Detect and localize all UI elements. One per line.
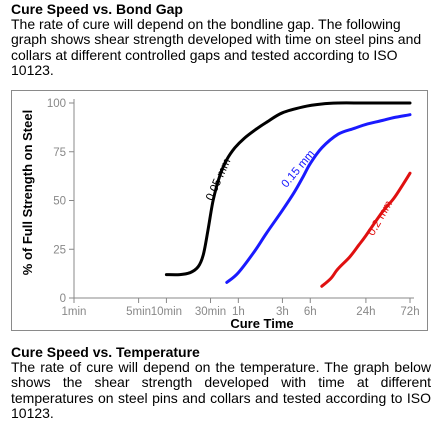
x-tick-label: 10min [151,306,182,318]
x-tick-label: 24h [356,306,375,318]
series-line [164,101,412,277]
section-body: The rate of cure will depend on the bond… [11,16,422,78]
bond-gap-section: Cure Speed vs. Bond Gap The rate of cure… [11,2,431,78]
temperature-section: Cure Speed vs. Temperature The rate of c… [11,345,431,421]
y-tick-label: 50 [53,196,66,208]
y-tick-label: 75 [53,147,66,159]
y-axis-title: % of Full Strength on Steel [20,110,35,275]
section-title: Cure Speed vs. Temperature [11,344,200,360]
y-tick-label: 100 [47,98,66,110]
x-tick-label: 5min [126,306,151,318]
series-line [320,171,412,288]
y-tick-label: 25 [53,244,66,256]
x-tick-label: 1min [62,306,87,318]
cure-speed-chart: 0 25 50 75 100 1min 5min 10min 30min 1h 3h 6h 24h 72h… [11,90,428,331]
section-body: The rate of cure will depend on the temp… [11,359,431,421]
chart-canvas: 0 25 50 75 100 1min 5min 10min 30min 1h 3h 6h 24h 72h… [20,98,420,330]
series-label: 0.2 mm [366,199,396,238]
x-tick-label: 3h [276,306,289,318]
section-title: Cure Speed vs. Bond Gap [11,1,183,17]
series-line [225,113,412,284]
x-tick-label: 1h [232,306,245,318]
x-tick-label: 6h [304,306,317,318]
x-tick-label: 72h [400,306,419,318]
y-tick-label: 0 [60,293,66,305]
x-axis-title: Cure Time [230,316,293,330]
series-label: 0.05 mm [204,157,233,203]
x-tick-label: 30min [195,306,226,318]
